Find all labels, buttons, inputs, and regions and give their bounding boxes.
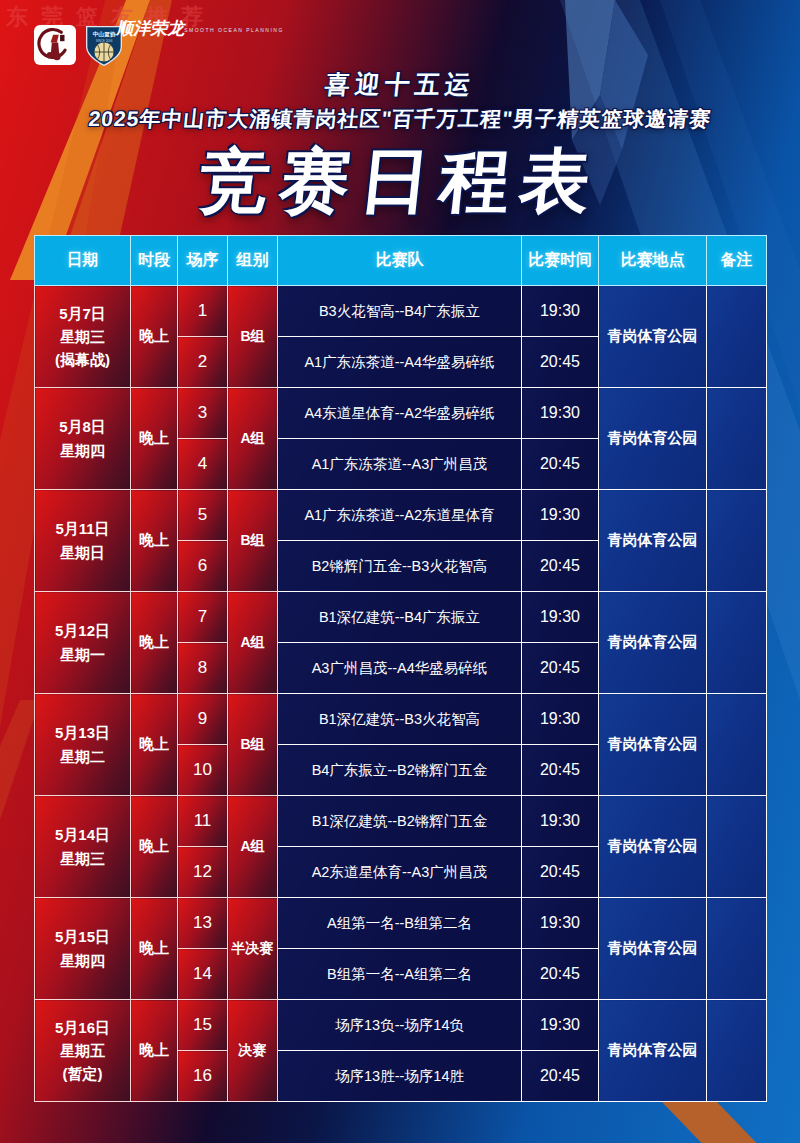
- svg-text:中山篮协: 中山篮协: [93, 31, 116, 38]
